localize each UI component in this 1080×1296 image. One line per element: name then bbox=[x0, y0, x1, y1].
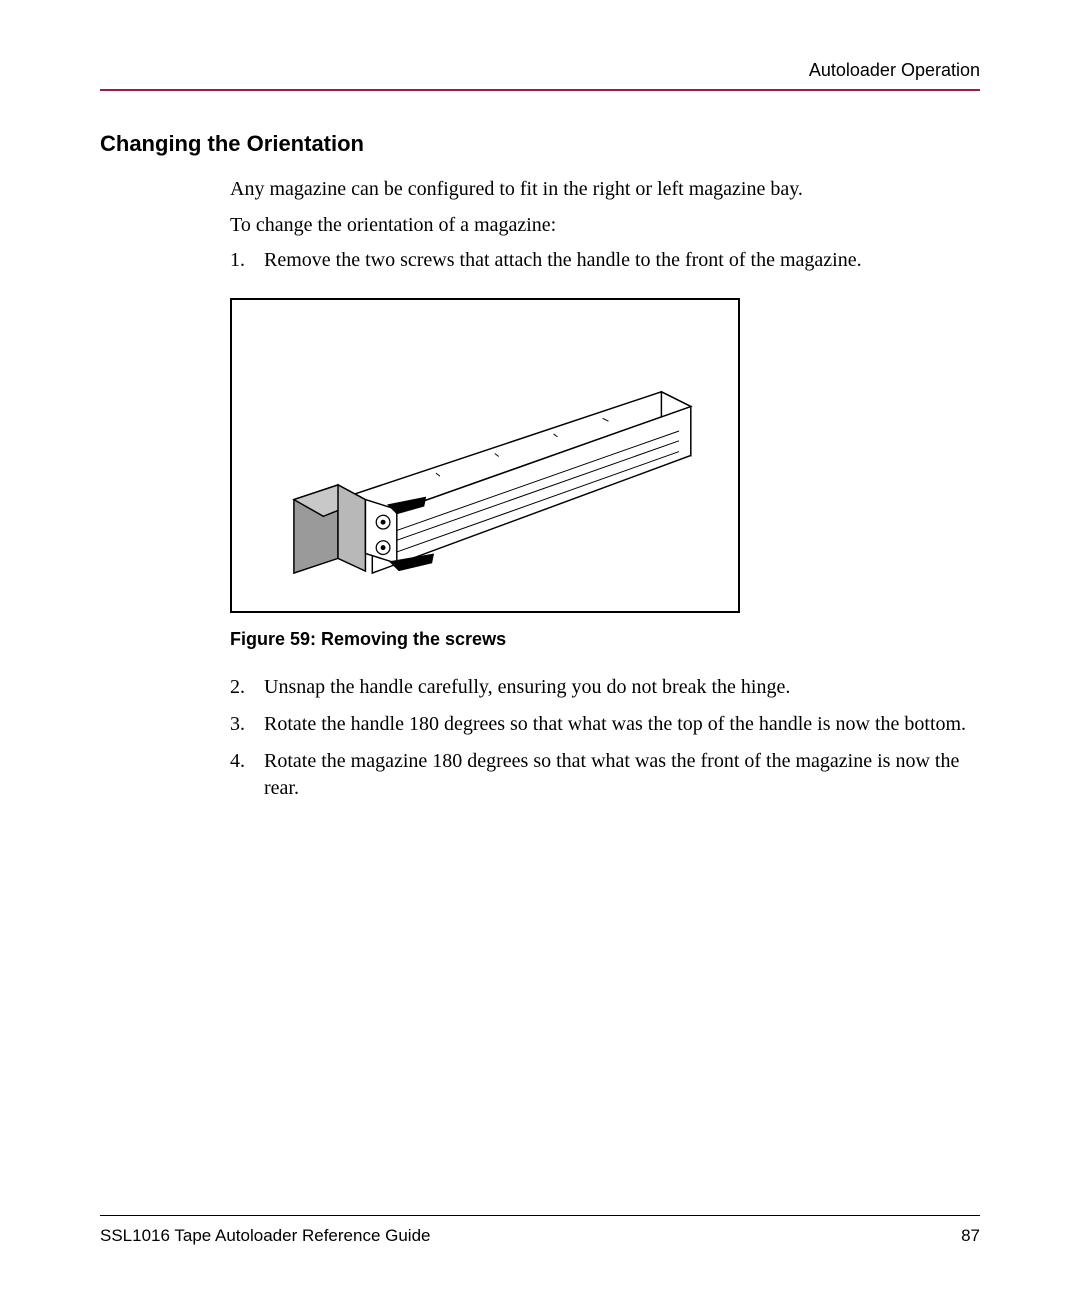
list-number: 3. bbox=[230, 711, 264, 738]
list-text: Rotate the magazine 180 degrees so that … bbox=[264, 748, 980, 802]
list-number: 2. bbox=[230, 674, 264, 701]
figure-caption: Figure 59: Removing the screws bbox=[230, 629, 980, 650]
intro-paragraph-1: Any magazine can be configured to fit in… bbox=[230, 175, 980, 203]
list-text: Unsnap the handle carefully, ensuring yo… bbox=[264, 674, 980, 701]
magazine-diagram bbox=[240, 308, 730, 603]
figure-59-image bbox=[230, 298, 740, 613]
footer-rule bbox=[100, 1215, 980, 1216]
list-number: 4. bbox=[230, 748, 264, 802]
list-item: 2. Unsnap the handle carefully, ensuring… bbox=[230, 674, 980, 701]
list-item: 1. Remove the two screws that attach the… bbox=[230, 247, 980, 274]
list-item: 4. Rotate the magazine 180 degrees so th… bbox=[230, 748, 980, 802]
footer-doc-title: SSL1016 Tape Autoloader Reference Guide bbox=[100, 1226, 431, 1246]
ordered-list-top: 1. Remove the two screws that attach the… bbox=[230, 247, 980, 274]
page-header-chapter: Autoloader Operation bbox=[100, 60, 980, 81]
footer-page-number: 87 bbox=[961, 1226, 980, 1246]
section-heading: Changing the Orientation bbox=[100, 131, 980, 157]
list-text: Rotate the handle 180 degrees so that wh… bbox=[264, 711, 980, 738]
ordered-list-bottom: 2. Unsnap the handle carefully, ensuring… bbox=[230, 674, 980, 802]
figure-container bbox=[230, 298, 980, 613]
list-text: Remove the two screws that attach the ha… bbox=[264, 247, 980, 274]
list-item: 3. Rotate the handle 180 degrees so that… bbox=[230, 711, 980, 738]
page-footer: SSL1016 Tape Autoloader Reference Guide … bbox=[100, 1215, 980, 1246]
header-rule bbox=[100, 89, 980, 91]
intro-paragraph-2: To change the orientation of a magazine: bbox=[230, 211, 980, 239]
list-number: 1. bbox=[230, 247, 264, 274]
